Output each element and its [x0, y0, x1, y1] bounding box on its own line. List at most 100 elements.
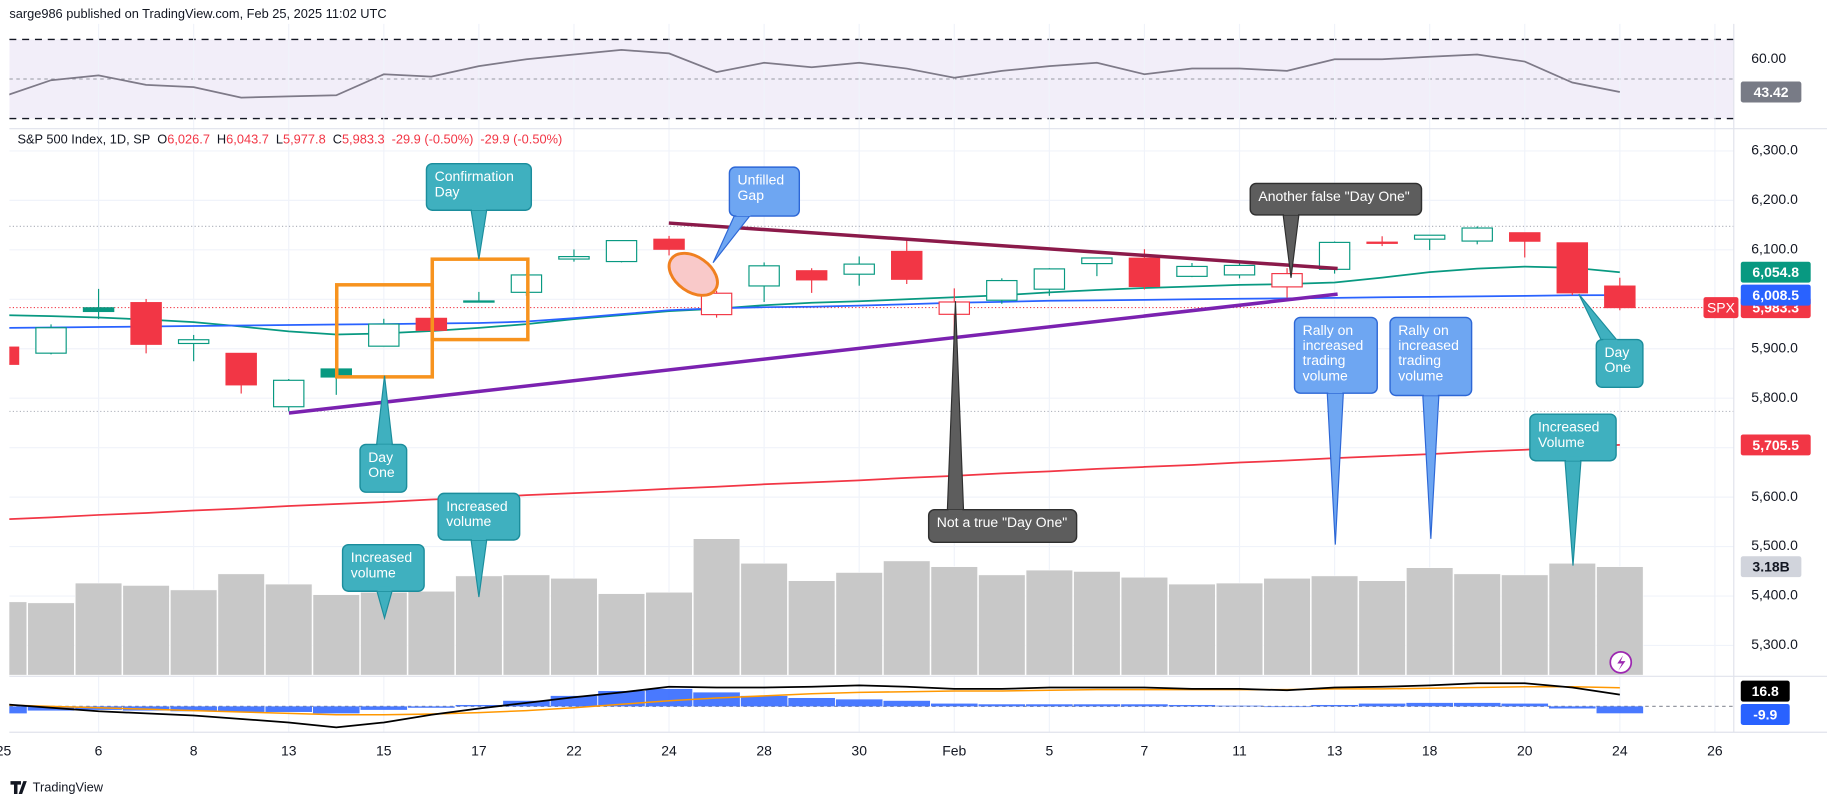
moving-average	[9, 265, 1620, 336]
callout: Unfilled Gap	[738, 172, 785, 202]
legend-key: L	[276, 132, 283, 147]
volume-bar	[27, 602, 75, 676]
candle-body	[177, 339, 210, 345]
candle-body	[1223, 264, 1256, 276]
x-tick-label: 25	[0, 743, 11, 759]
volume-bar	[978, 574, 1026, 676]
histogram-bar	[265, 706, 313, 712]
volume-bar	[217, 573, 265, 676]
candle-body	[653, 238, 685, 250]
logo-icon	[10, 781, 27, 794]
callout: Increased volume	[351, 550, 412, 580]
candle-body	[843, 263, 875, 275]
volume-bar	[1453, 573, 1501, 676]
price-tag-label: 6,054.8	[1752, 264, 1799, 280]
x-tick-label: 13	[1327, 743, 1343, 759]
signal-line	[9, 686, 1620, 716]
y-tick-label: 6,300.0	[1751, 142, 1798, 158]
candle-body	[82, 307, 115, 313]
x-tick-label: 8	[190, 743, 198, 759]
volume-bar	[1501, 574, 1549, 676]
histogram-bar	[835, 699, 883, 707]
histogram-bar	[312, 706, 360, 714]
histogram-bar	[1406, 702, 1453, 707]
y-tick-label: 5,600.0	[1751, 488, 1798, 504]
event-icon-bolt	[1617, 655, 1626, 671]
y-tick-label: 5,500.0	[1751, 537, 1798, 553]
volume-bar	[502, 574, 551, 676]
candle-body	[1081, 257, 1113, 265]
histogram-bar	[1073, 704, 1121, 707]
x-tick-label: 28	[756, 743, 772, 759]
callout-box	[728, 166, 801, 217]
volume-bar	[550, 577, 598, 676]
callout-joint	[736, 211, 751, 217]
volume-bar	[1168, 583, 1216, 676]
ohlc-legend: S&P 500 Index, 1D, SP O6,026.7 H6,043.7 L5,…	[17, 132, 562, 147]
candle-body	[1176, 265, 1208, 277]
candle-body	[605, 240, 638, 263]
volume-bar	[9, 601, 28, 676]
callout-box	[1595, 338, 1644, 389]
x-tick-label: 20	[1517, 743, 1533, 759]
callout: Confirmation Day	[435, 169, 514, 199]
callout-text: Rally on increased trading volume	[1398, 322, 1459, 384]
histogram-bar	[1358, 703, 1406, 707]
histogram-bar	[1453, 702, 1501, 707]
volume-bar	[170, 589, 218, 676]
callout-text: Not a true "Day One"	[936, 514, 1068, 531]
callout-text: Day One	[368, 449, 395, 481]
candle-body	[558, 256, 590, 260]
price-tag	[1740, 434, 1811, 456]
callout-joint	[471, 205, 486, 211]
histogram-bar	[930, 703, 978, 707]
volume-bar	[1025, 569, 1073, 676]
candle-body	[130, 302, 162, 345]
legend-change: -29.9 (-0.50%)	[480, 132, 562, 147]
legend-key: C	[333, 132, 342, 147]
drawings	[288, 221, 1633, 674]
support-trendline	[288, 292, 1338, 415]
price-tag	[1740, 261, 1811, 283]
macd-line	[9, 682, 1620, 729]
candle-body	[1461, 227, 1493, 242]
candle-body	[891, 250, 923, 280]
price-tag-label: 6,008.5	[1752, 287, 1799, 303]
volume-bar	[788, 580, 836, 676]
callout-box	[1249, 182, 1423, 216]
price-tag-label: 43.42	[1754, 84, 1789, 100]
gap-ellipse	[667, 251, 719, 297]
price-tag	[1740, 703, 1790, 725]
candle-body	[748, 265, 780, 287]
rsi-line	[9, 49, 1621, 99]
callout-joint	[1328, 388, 1343, 394]
volume-bar	[1073, 571, 1121, 676]
y-tick-label: 5,900.0	[1751, 339, 1798, 355]
histogram-bar	[740, 695, 788, 707]
legend-change: -29.9 (-0.50%)	[392, 132, 474, 147]
candle-body	[9, 346, 20, 365]
logo-text: TradingView	[33, 780, 104, 795]
x-tick-label: 24	[661, 743, 677, 759]
volume-bar	[1311, 575, 1359, 676]
histogram-bar	[550, 695, 598, 707]
callout-joint	[1566, 456, 1580, 461]
price-tag	[1740, 556, 1802, 578]
volume-bar	[122, 585, 170, 676]
y-tick-label: 5,400.0	[1751, 587, 1798, 603]
callout-text: Rally on increased trading volume	[1302, 322, 1364, 384]
symbol-tag	[1703, 297, 1739, 319]
price-tag-label: 3.18B	[1752, 559, 1789, 575]
x-tick-label: 18	[1422, 743, 1438, 759]
callout-text: Increased volume	[446, 498, 508, 530]
candle-body	[938, 301, 971, 315]
callout-text: Day One	[1604, 344, 1631, 376]
callout: Rally on increased trading volume	[1398, 322, 1459, 384]
x-tick-label: 7	[1141, 743, 1149, 759]
price-tag	[1740, 284, 1811, 306]
histogram-bar	[645, 688, 693, 707]
callout: Increased volume	[446, 498, 508, 530]
callout: Day One	[368, 449, 395, 481]
